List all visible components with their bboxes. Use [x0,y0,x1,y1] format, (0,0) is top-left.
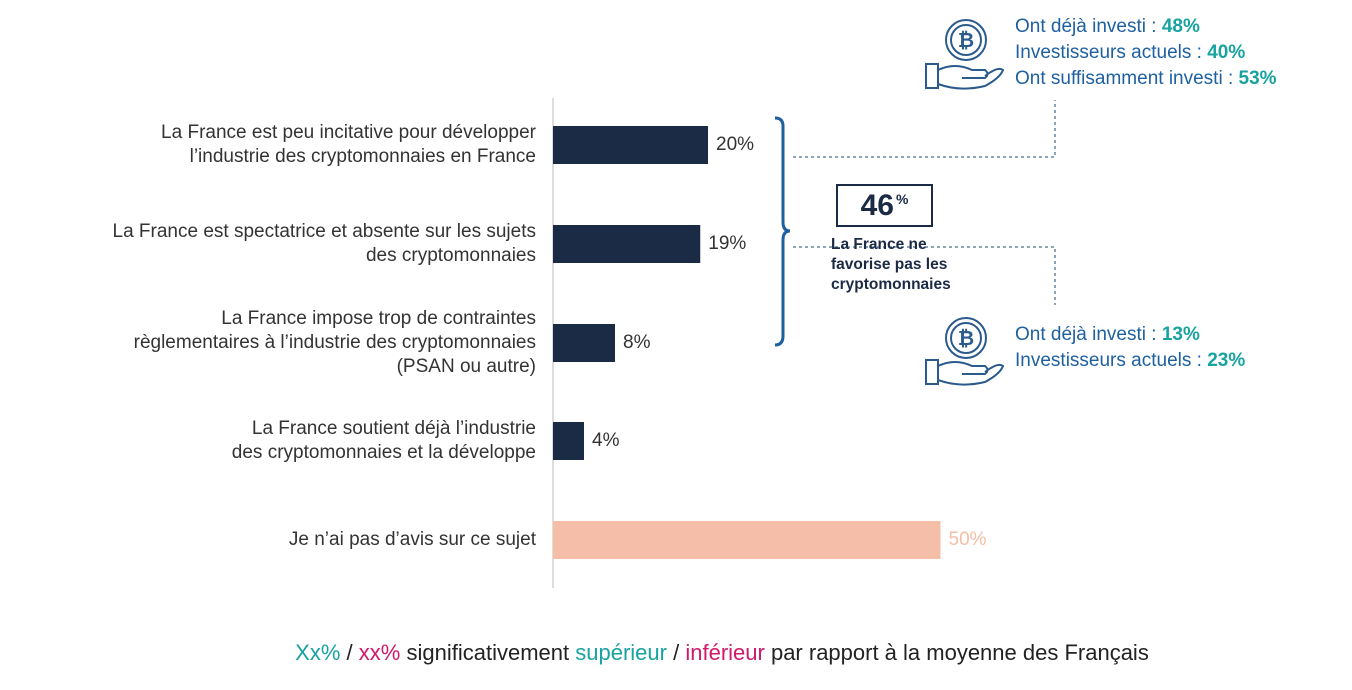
callout: Ont déjà investi : 48% Investisseurs actu… [1015,14,1277,92]
bar [553,324,615,362]
callout-text: Investisseurs actuels : [1015,350,1202,371]
callout-text: 48% [1161,16,1200,37]
note-text: / [346,640,353,665]
category-label: La France impose trop de contraintes règ… [133,308,536,377]
callout: Ont déjà investi : 13% Investisseurs actu… [1015,322,1245,374]
callout-text: Ont déjà investi : [1015,324,1157,345]
coin-hand-icon: ₿ [925,317,1005,386]
callout-text: 13% [1161,324,1200,345]
bar [553,126,708,164]
bar [553,225,701,263]
note-text: significativement [406,640,570,665]
value-label: 20% [716,134,755,155]
connector [793,246,1056,305]
coin-hand-icon: ₿ [925,19,1005,90]
callout-line: Investisseurs actuels : 40% [1015,40,1277,66]
callout-line: Investisseurs actuels : 23% [1015,348,1245,374]
svg-text:₿: ₿ [958,30,974,52]
callout-line: Ont déjà investi : 13% [1015,322,1245,348]
total-value: 46 [860,189,894,222]
note-text: xx% [358,640,401,665]
legend-note: Xx% / xx% significativement supérieur / … [0,640,1352,666]
note-text: supérieur [575,640,667,665]
note-text: Xx% [295,640,341,665]
bracket-label: La France ne favorise pas les cryptomonn… [831,236,951,293]
value-label: 19% [708,233,747,254]
value-label: 8% [623,332,651,353]
value-label: 50% [948,529,987,550]
category-label: La France soutient déjà l’industrie des … [231,418,536,463]
callout-text: 40% [1207,42,1246,63]
total-unit: % [895,191,909,207]
note-text: par rapport à la moyenne des Français [770,640,1149,665]
bracket-total: 46% [836,184,933,227]
svg-text:₿: ₿ [958,328,974,350]
callout-text: Ont déjà investi : [1015,16,1157,37]
value-label: 4% [592,430,620,451]
bar [553,521,941,559]
callout-line: Ont déjà investi : 48% [1015,14,1277,40]
category-label: La France est spectatrice et absente sur… [112,221,537,266]
category-label: La France est peu incitative pour dévelo… [161,122,536,167]
callout-text: 23% [1207,350,1246,371]
bracket [774,116,791,347]
bar [553,422,584,460]
note-text: inférieur [685,640,765,665]
callout-text: Ont suffisamment investi : [1015,68,1234,89]
note-text: / [673,640,680,665]
callout-line: Ont suffisamment investi : 53% [1015,66,1277,92]
category-label: Je n’ai pas d’avis sur ce sujet [288,529,536,550]
callout-text: Investisseurs actuels : [1015,42,1202,63]
connector [793,100,1056,158]
callout-text: 53% [1238,68,1277,89]
